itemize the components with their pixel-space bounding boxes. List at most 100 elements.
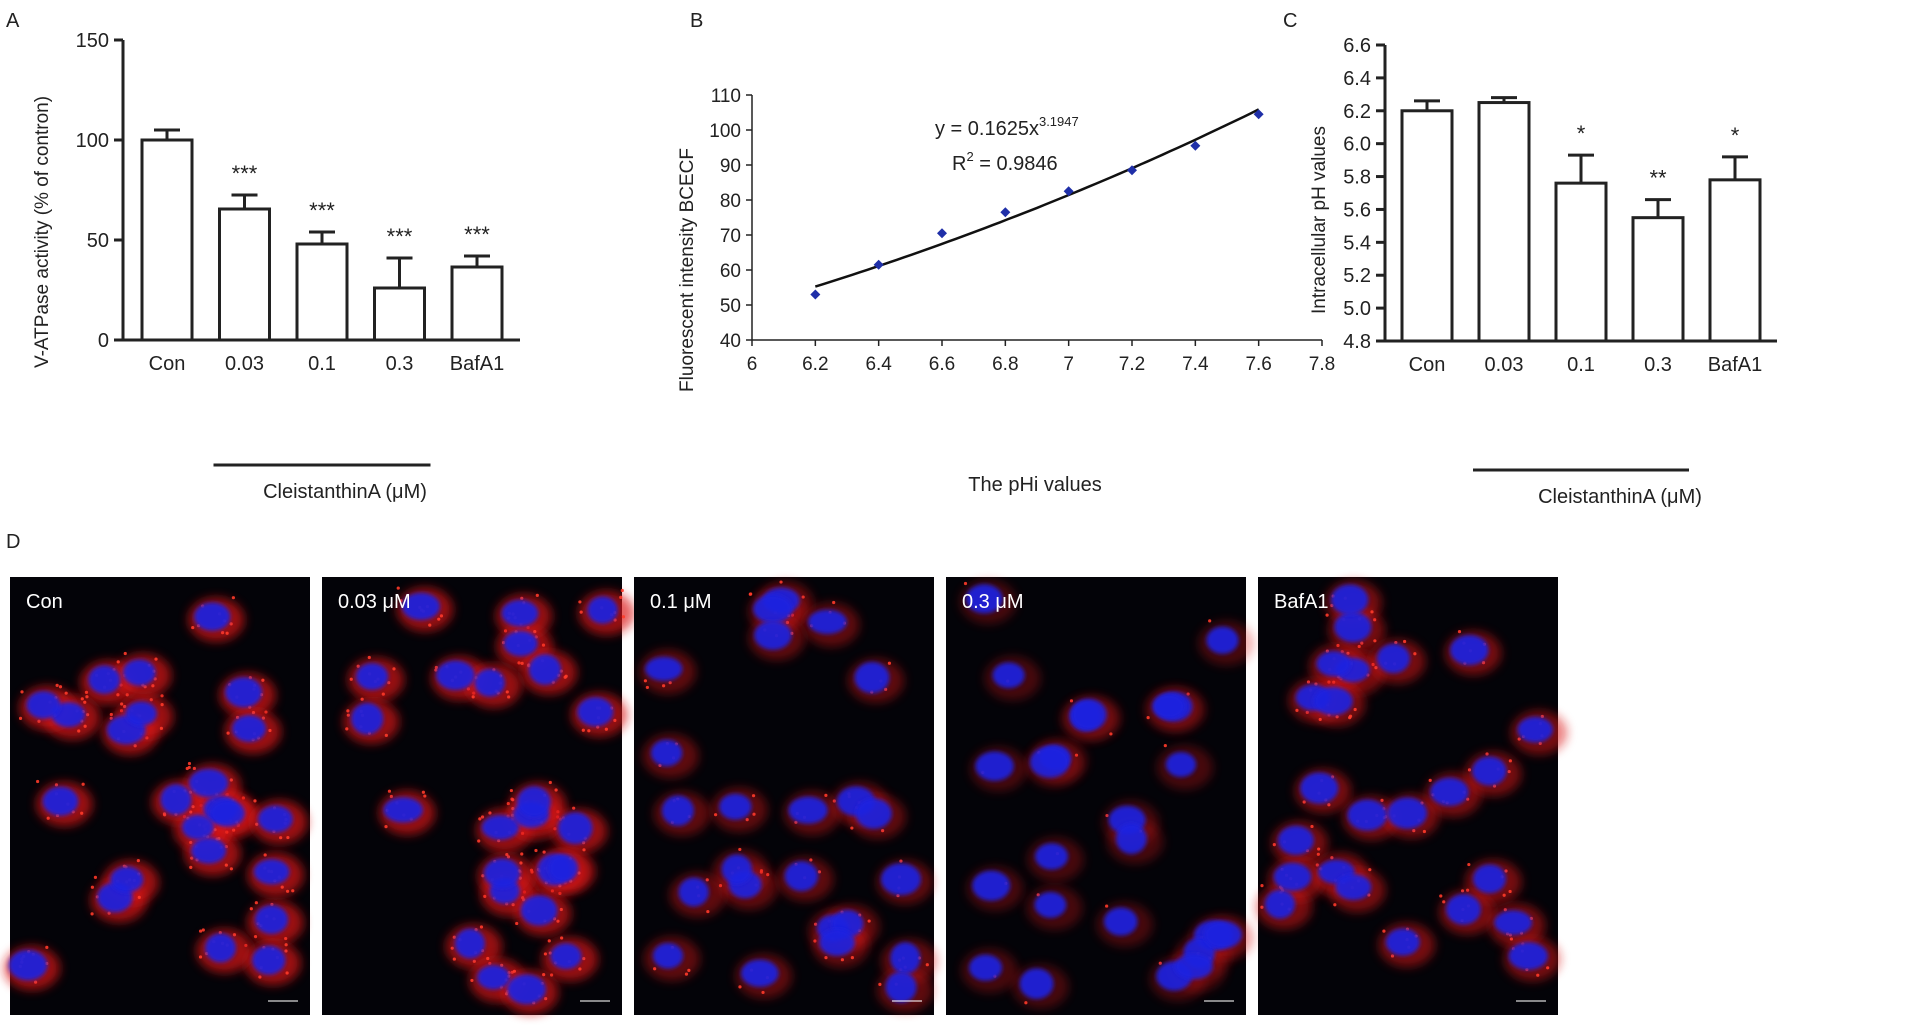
lysosome-puncta: [213, 828, 217, 832]
nucleus: [1430, 777, 1469, 806]
nucleus: [548, 854, 579, 883]
lysosome-puncta: [232, 933, 237, 937]
nucleus: [383, 797, 423, 823]
lysosome-puncta: [268, 728, 272, 733]
chart-a-significance-mark: ***: [387, 224, 413, 249]
micrograph-label: Con: [26, 591, 63, 613]
lysosome-puncta: [255, 822, 259, 826]
lysosome-puncta: [20, 690, 24, 694]
lysosome-puncta: [579, 610, 583, 614]
nucleus: [1494, 910, 1533, 936]
lysosome-puncta: [883, 687, 888, 691]
nucleus: [225, 677, 263, 708]
lysosome-puncta: [90, 885, 95, 889]
lysosome-puncta: [520, 852, 524, 856]
lysosome-puncta: [123, 704, 127, 709]
nucleus: [1450, 634, 1489, 666]
lysosome-puncta: [1370, 610, 1374, 614]
chart-c-y-tick-label: 6.0: [1343, 134, 1371, 156]
chart-a-y-tick-label: 100: [76, 130, 109, 152]
lysosome-puncta: [189, 865, 193, 869]
lysosome-puncta: [434, 668, 438, 672]
lysosome-puncta: [381, 692, 385, 696]
chart-b-x-tick-label: 7.6: [1245, 354, 1271, 375]
lysosome-puncta: [18, 716, 23, 720]
chart-a-y-axis-label: V-ATPase activity (% of contron): [32, 96, 53, 368]
lysosome-puncta: [77, 729, 81, 733]
nucleus: [652, 942, 684, 969]
lysosome-puncta: [878, 982, 882, 986]
nucleus: [1174, 953, 1213, 980]
lysosome-puncta: [1353, 707, 1357, 712]
chart-b-r-squared: R2 = 0.9846: [952, 149, 1058, 175]
lysosome-puncta: [1368, 868, 1372, 872]
chart-b-y-tick-label: 70: [720, 226, 741, 247]
lysosome-puncta: [620, 588, 624, 593]
lysosome-puncta: [511, 903, 515, 907]
lysosome-puncta: [387, 681, 391, 685]
lysosome-puncta: [84, 690, 89, 695]
micrograph-label: BafA1: [1274, 591, 1328, 613]
lysosome-puncta: [1306, 680, 1311, 684]
nucleus: [1203, 920, 1242, 949]
lysosome-puncta: [751, 794, 756, 798]
nucleus: [351, 702, 384, 735]
nucleus: [587, 596, 618, 624]
chart-b-data-point: [810, 289, 821, 300]
lysosome-puncta: [472, 959, 476, 963]
micrograph-label: 0.03 μM: [338, 591, 411, 613]
lysosome-puncta: [1360, 641, 1364, 645]
lysosome-puncta: [1509, 937, 1514, 941]
lysosome-puncta: [511, 798, 515, 802]
lysosome-puncta: [542, 973, 546, 977]
nucleus: [557, 812, 593, 845]
lysosome-puncta: [543, 952, 548, 956]
nucleus: [753, 594, 793, 624]
lysosome-puncta: [83, 724, 87, 728]
lysosome-puncta: [232, 828, 236, 832]
nucleus: [181, 814, 214, 840]
lysosome-puncta: [558, 884, 562, 888]
chart-c-significance-mark: *: [1577, 121, 1586, 146]
nucleus: [1300, 772, 1339, 804]
lysosome-puncta: [251, 710, 256, 715]
lysosome-puncta: [423, 794, 427, 798]
lysosome-puncta: [1380, 798, 1384, 802]
lysosome-puncta: [54, 783, 59, 787]
chart-c-y-tick-label: 5.4: [1343, 232, 1371, 254]
lysosome-puncta: [191, 625, 195, 630]
nucleus: [1385, 928, 1420, 956]
lysosome-puncta: [1109, 732, 1113, 736]
lysosome-puncta: [577, 871, 581, 875]
lysosome-puncta: [1428, 778, 1432, 782]
lysosome-puncta: [55, 683, 59, 688]
lysosome-puncta: [189, 810, 193, 814]
lysosome-puncta: [713, 813, 718, 817]
lysosome-puncta: [421, 790, 426, 794]
lysosome-puncta: [1503, 908, 1507, 912]
lysosome-puncta: [1394, 640, 1398, 645]
nucleus: [1277, 825, 1314, 855]
nucleus: [1034, 891, 1067, 918]
lysosome-puncta: [645, 685, 649, 690]
nucleus: [992, 662, 1025, 689]
chart-c-category-label: Con: [1409, 354, 1446, 376]
lysosome-puncta: [254, 901, 258, 905]
lysosome-puncta: [500, 963, 504, 967]
chart-c-y-tick-label: 4.8: [1343, 331, 1371, 353]
chart-c-significance-mark: *: [1731, 123, 1740, 148]
chart-b-data-point: [1253, 109, 1264, 120]
lysosome-puncta: [1492, 784, 1497, 788]
lysosome-puncta: [396, 586, 400, 590]
nucleus: [645, 656, 683, 681]
nucleus: [520, 895, 558, 926]
lysosome-puncta: [471, 695, 475, 699]
chart-b-y-axis-label: Fluorescent intensity BCECF: [677, 148, 698, 392]
nucleus: [784, 861, 819, 892]
lysosome-puncta: [220, 630, 225, 635]
nucleus: [1313, 686, 1353, 716]
lysosome-puncta: [64, 691, 68, 695]
lysosome-puncta: [1260, 905, 1264, 909]
chart-b-data-point: [1127, 165, 1137, 176]
chart-b-data-point: [1063, 186, 1074, 197]
